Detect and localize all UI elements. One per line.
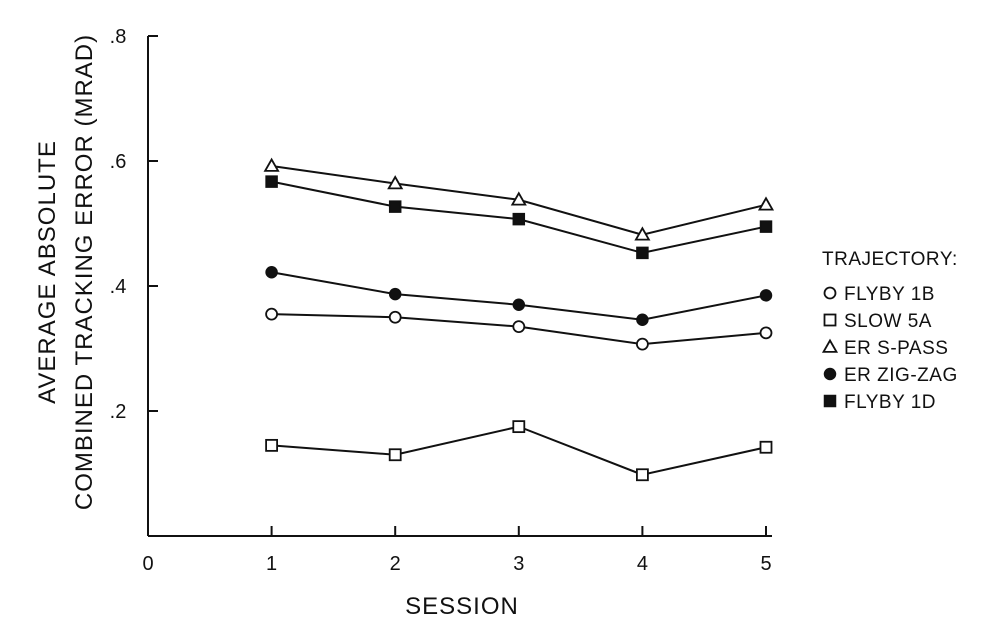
y-tick-label: .8 <box>110 26 127 48</box>
legend-label: ER ZIG-ZAG <box>844 365 958 386</box>
data-point <box>263 157 280 172</box>
data-point <box>759 289 773 302</box>
data-point <box>636 313 649 326</box>
legend-label: FLYBY 1D <box>844 392 936 413</box>
axis-titles: AVERAGE ABSOLUTE COMBINED TRACKING ERROR… <box>34 34 519 620</box>
x-tick-label: 3 <box>513 553 524 575</box>
data-point <box>265 266 278 279</box>
data-point <box>759 220 773 233</box>
axes: .2 .4 .6 .8 0 1 2 3 4 5 <box>110 26 772 575</box>
data-point <box>636 246 649 260</box>
y-tick-label: .2 <box>110 401 127 423</box>
y-tick-label: .6 <box>110 151 127 173</box>
data-point <box>388 448 402 462</box>
y-axis-title-line1: AVERAGE ABSOLUTE <box>34 140 61 404</box>
legend-marker <box>823 286 837 300</box>
data-point <box>510 191 527 206</box>
data-point <box>512 212 526 226</box>
legend-label: ER S-PASS <box>844 338 948 359</box>
data-point <box>634 226 651 241</box>
series-markers <box>263 157 775 482</box>
legend-marker <box>823 367 837 381</box>
y-tick-label: .4 <box>110 276 127 298</box>
data-point <box>388 287 402 301</box>
legend-marker <box>821 338 839 353</box>
legend-label: FLYBY 1B <box>844 284 935 305</box>
y-axis-title-line2: COMBINED TRACKING ERROR (MRAD) <box>71 34 98 510</box>
legend-marker <box>823 394 837 408</box>
data-point <box>512 320 526 334</box>
data-point <box>388 200 402 213</box>
data-point <box>759 440 773 454</box>
data-point <box>388 310 402 324</box>
data-point <box>387 175 404 190</box>
series-line-slow-5a <box>271 425 767 476</box>
x-tick-label: 5 <box>760 553 771 575</box>
data-point <box>636 337 649 351</box>
data-point <box>512 298 526 311</box>
x-tick-label: 2 <box>390 553 401 575</box>
data-point <box>759 326 773 340</box>
legend-label: SLOW 5A <box>844 311 932 332</box>
legend-title: TRAJECTORY: <box>822 249 958 270</box>
legend: TRAJECTORY: FLYBY 1B SLOW 5A ER S-PASS ER Z… <box>821 249 958 413</box>
x-tick-label: 1 <box>266 553 277 575</box>
data-point <box>512 420 526 434</box>
x-tick-label: 0 <box>142 553 153 575</box>
x-tick-label: 4 <box>637 553 648 575</box>
data-point <box>265 175 278 188</box>
data-point <box>265 438 279 452</box>
data-point <box>757 196 775 211</box>
data-point <box>265 307 279 321</box>
series-line-er-zig-zag <box>271 271 767 321</box>
legend-marker <box>823 313 837 327</box>
x-axis-title: SESSION <box>405 593 519 620</box>
data-point <box>636 468 649 482</box>
